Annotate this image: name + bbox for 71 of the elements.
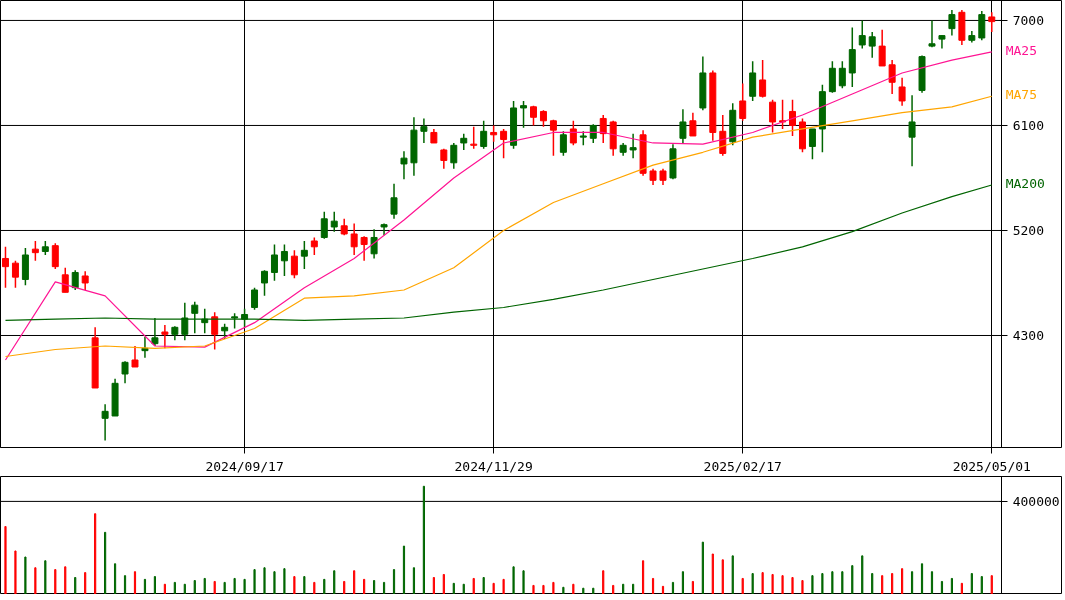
candlestick bbox=[350, 222, 358, 256]
candlestick bbox=[888, 59, 896, 95]
candlestick bbox=[470, 125, 478, 150]
candlestick bbox=[11, 260, 19, 289]
candlestick bbox=[370, 228, 378, 260]
candlestick bbox=[121, 360, 129, 385]
candlestick bbox=[71, 269, 79, 291]
candlestick bbox=[1, 246, 9, 289]
candlestick bbox=[390, 183, 398, 220]
candlestick bbox=[599, 114, 607, 144]
candlestick bbox=[300, 240, 308, 270]
candlestick bbox=[988, 11, 996, 33]
candlestick bbox=[51, 242, 59, 270]
x-tick-label: 2024/09/17 bbox=[205, 458, 284, 474]
candlestick bbox=[769, 99, 777, 134]
series-label: MA75 bbox=[1005, 87, 1038, 103]
candlestick bbox=[251, 286, 259, 311]
candlestick bbox=[689, 111, 697, 137]
candlestick bbox=[629, 132, 637, 159]
candlestick bbox=[420, 117, 428, 144]
line-series bbox=[4, 95, 993, 358]
candlestick bbox=[211, 311, 219, 351]
candlestick bbox=[520, 100, 528, 129]
candlestick bbox=[808, 128, 816, 161]
candlestick bbox=[400, 150, 408, 180]
candlestick bbox=[280, 243, 288, 277]
candlestick bbox=[739, 82, 747, 122]
candlestick bbox=[480, 120, 488, 150]
candlestick bbox=[569, 120, 577, 147]
candlestick bbox=[898, 76, 906, 107]
candlestick bbox=[928, 19, 936, 49]
y-tick-label: 400000 bbox=[1012, 493, 1060, 509]
x-tick-label: 2025/05/01 bbox=[952, 458, 1031, 474]
candlestick bbox=[290, 249, 298, 280]
candlestick bbox=[261, 269, 268, 297]
y-tick-label: 6100 bbox=[1012, 117, 1045, 133]
candlestick bbox=[908, 94, 916, 168]
candlestick bbox=[838, 60, 846, 89]
candlestick bbox=[858, 19, 866, 50]
line-series bbox=[4, 51, 993, 361]
candlestick bbox=[559, 130, 567, 157]
x-tick-label: 2025/02/17 bbox=[703, 458, 782, 474]
series-label: MA25 bbox=[1005, 42, 1038, 58]
candlestick bbox=[759, 59, 767, 99]
candlestick bbox=[848, 26, 856, 88]
candlestick bbox=[131, 345, 139, 368]
candlestick bbox=[828, 60, 836, 94]
candlestick bbox=[320, 211, 328, 240]
x-tick-label: 2024/11/29 bbox=[454, 458, 533, 474]
candlestick bbox=[330, 211, 338, 233]
candlestick bbox=[450, 142, 458, 170]
candlestick bbox=[141, 335, 149, 359]
candlestick bbox=[868, 31, 876, 59]
candlestick bbox=[500, 128, 508, 159]
y-tick-label: 4300 bbox=[1012, 327, 1045, 343]
candlestick bbox=[948, 9, 956, 37]
candlestick bbox=[270, 243, 278, 282]
series-label: MA200 bbox=[1005, 175, 1045, 191]
candlestick bbox=[749, 60, 757, 102]
candlestick bbox=[878, 29, 886, 67]
y-tick-label: 5200 bbox=[1012, 222, 1045, 238]
candlestick bbox=[978, 10, 986, 42]
candlestick bbox=[61, 267, 69, 294]
candlestick bbox=[101, 403, 109, 442]
candlestick bbox=[81, 270, 89, 291]
candlestick bbox=[360, 235, 368, 262]
y-tick-label: 7000 bbox=[1012, 12, 1045, 28]
candlestick bbox=[31, 240, 39, 262]
candlestick bbox=[549, 118, 557, 157]
candlestick bbox=[679, 108, 687, 144]
candlestick bbox=[789, 99, 796, 137]
